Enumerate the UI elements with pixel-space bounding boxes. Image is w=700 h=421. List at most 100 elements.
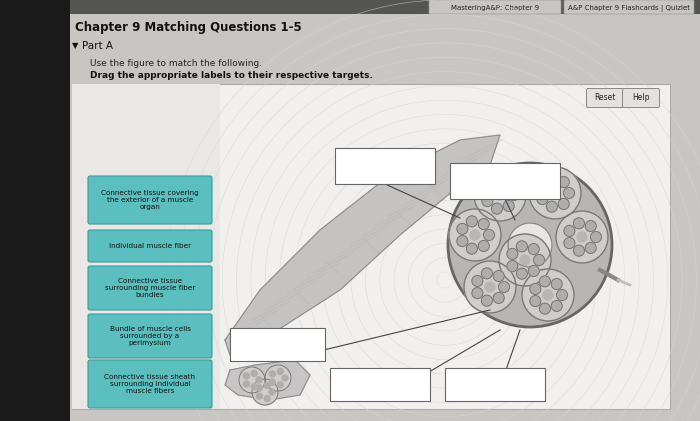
Circle shape xyxy=(457,224,468,234)
Circle shape xyxy=(547,174,557,185)
FancyBboxPatch shape xyxy=(72,84,220,409)
FancyBboxPatch shape xyxy=(230,328,325,361)
Circle shape xyxy=(482,184,493,195)
Text: Connective tissue covering
the exterior of a muscle
organ: Connective tissue covering the exterior … xyxy=(101,190,199,210)
Polygon shape xyxy=(225,360,310,400)
Circle shape xyxy=(528,266,539,277)
Circle shape xyxy=(494,293,504,304)
Circle shape xyxy=(585,242,596,253)
Circle shape xyxy=(537,194,548,205)
FancyBboxPatch shape xyxy=(450,163,560,199)
Circle shape xyxy=(551,279,562,290)
Circle shape xyxy=(499,234,551,286)
Circle shape xyxy=(540,276,550,287)
Circle shape xyxy=(478,218,489,229)
Circle shape xyxy=(269,389,275,395)
FancyBboxPatch shape xyxy=(0,0,70,421)
FancyBboxPatch shape xyxy=(88,266,212,310)
Circle shape xyxy=(470,230,480,240)
FancyBboxPatch shape xyxy=(88,314,212,358)
Circle shape xyxy=(270,371,275,377)
FancyBboxPatch shape xyxy=(88,360,212,408)
Text: Drag the appropriate labels to their respective targets.: Drag the appropriate labels to their res… xyxy=(90,72,373,80)
Circle shape xyxy=(244,373,249,379)
Circle shape xyxy=(503,200,514,211)
Circle shape xyxy=(564,225,575,237)
Text: Part A: Part A xyxy=(82,41,113,51)
Circle shape xyxy=(472,288,483,298)
Circle shape xyxy=(530,296,541,306)
Text: Reset: Reset xyxy=(594,93,616,102)
Circle shape xyxy=(495,190,505,200)
Circle shape xyxy=(251,384,257,390)
Circle shape xyxy=(464,261,516,313)
Polygon shape xyxy=(225,135,500,355)
Circle shape xyxy=(547,201,557,212)
Circle shape xyxy=(585,221,596,232)
Circle shape xyxy=(478,240,489,251)
FancyBboxPatch shape xyxy=(0,0,700,14)
FancyBboxPatch shape xyxy=(330,368,430,401)
Circle shape xyxy=(264,396,270,402)
FancyBboxPatch shape xyxy=(587,88,624,107)
FancyBboxPatch shape xyxy=(335,148,435,184)
Circle shape xyxy=(529,167,581,219)
Text: Chapter 9 Matching Questions 1-5: Chapter 9 Matching Questions 1-5 xyxy=(75,21,302,35)
Text: Help: Help xyxy=(632,93,650,102)
Text: Individual muscle fiber: Individual muscle fiber xyxy=(109,243,191,249)
Circle shape xyxy=(543,290,553,300)
FancyBboxPatch shape xyxy=(88,176,212,224)
Circle shape xyxy=(482,295,492,306)
Circle shape xyxy=(256,393,262,399)
Circle shape xyxy=(551,301,562,312)
Circle shape xyxy=(550,188,560,198)
Circle shape xyxy=(540,303,550,314)
Circle shape xyxy=(244,381,249,387)
Text: Bundle of muscle cells
surrounded by a
perimysium: Bundle of muscle cells surrounded by a p… xyxy=(109,326,190,346)
FancyBboxPatch shape xyxy=(72,84,670,409)
Text: MasteringA&P: Chapter 9: MasteringA&P: Chapter 9 xyxy=(451,5,539,11)
Circle shape xyxy=(564,237,575,248)
Circle shape xyxy=(530,283,541,294)
Circle shape xyxy=(507,248,518,259)
Circle shape xyxy=(251,370,257,376)
Circle shape xyxy=(491,176,503,187)
Circle shape xyxy=(494,271,504,282)
Circle shape xyxy=(449,209,501,261)
Circle shape xyxy=(482,268,492,279)
Circle shape xyxy=(498,282,510,293)
Circle shape xyxy=(270,379,275,385)
Circle shape xyxy=(448,163,612,327)
Circle shape xyxy=(282,375,288,381)
Circle shape xyxy=(577,232,587,242)
Circle shape xyxy=(517,241,527,252)
Circle shape xyxy=(508,189,519,200)
Circle shape xyxy=(558,176,569,187)
FancyBboxPatch shape xyxy=(564,0,694,14)
Circle shape xyxy=(507,261,518,272)
Circle shape xyxy=(533,255,545,266)
Text: Connective tissue
surrounding muscle fiber
bundles: Connective tissue surrounding muscle fib… xyxy=(105,278,195,298)
Circle shape xyxy=(528,244,539,255)
Circle shape xyxy=(556,211,608,263)
Circle shape xyxy=(591,232,601,242)
Circle shape xyxy=(264,382,270,388)
FancyBboxPatch shape xyxy=(445,368,545,401)
Circle shape xyxy=(482,196,493,207)
Circle shape xyxy=(503,179,514,189)
Circle shape xyxy=(466,243,477,254)
Circle shape xyxy=(485,282,495,292)
Circle shape xyxy=(564,187,575,198)
Circle shape xyxy=(491,203,503,214)
Circle shape xyxy=(265,365,291,391)
FancyBboxPatch shape xyxy=(429,0,561,14)
Circle shape xyxy=(556,290,568,301)
Circle shape xyxy=(573,245,584,256)
Circle shape xyxy=(256,377,262,383)
Text: Connective tissue sheath
surrounding individual
muscle fibers: Connective tissue sheath surrounding ind… xyxy=(104,374,195,394)
Circle shape xyxy=(537,181,548,192)
Circle shape xyxy=(466,216,477,227)
Circle shape xyxy=(277,368,284,374)
Circle shape xyxy=(520,255,530,265)
Text: Use the figure to match the following.: Use the figure to match the following. xyxy=(90,59,262,69)
